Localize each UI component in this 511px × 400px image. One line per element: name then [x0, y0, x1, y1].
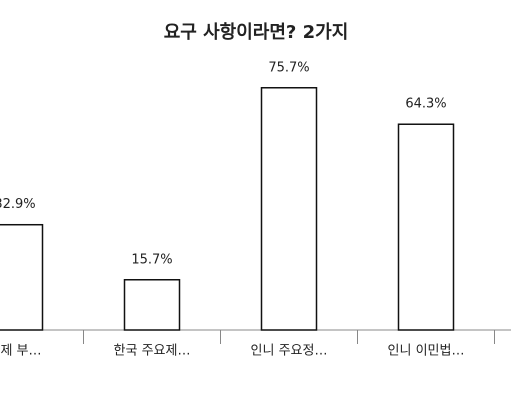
x-tick-label: 인니 이민법…	[388, 344, 465, 359]
value-label: 32.9%	[0, 197, 36, 212]
chart-title: 요구 사항이라면? 2가지	[164, 22, 349, 43]
value-label: 75.7%	[268, 60, 309, 75]
x-tick-label: 인니 주요정…	[251, 344, 328, 359]
bar	[397, 123, 455, 331]
bar	[260, 87, 318, 331]
bar	[123, 279, 181, 331]
x-tick-label: 경제 부…	[0, 344, 42, 359]
bar	[0, 223, 44, 331]
x-tick-label: 한국 주요제…	[114, 344, 191, 359]
value-label: 15.7%	[131, 252, 172, 267]
value-label: 64.3%	[405, 97, 446, 112]
